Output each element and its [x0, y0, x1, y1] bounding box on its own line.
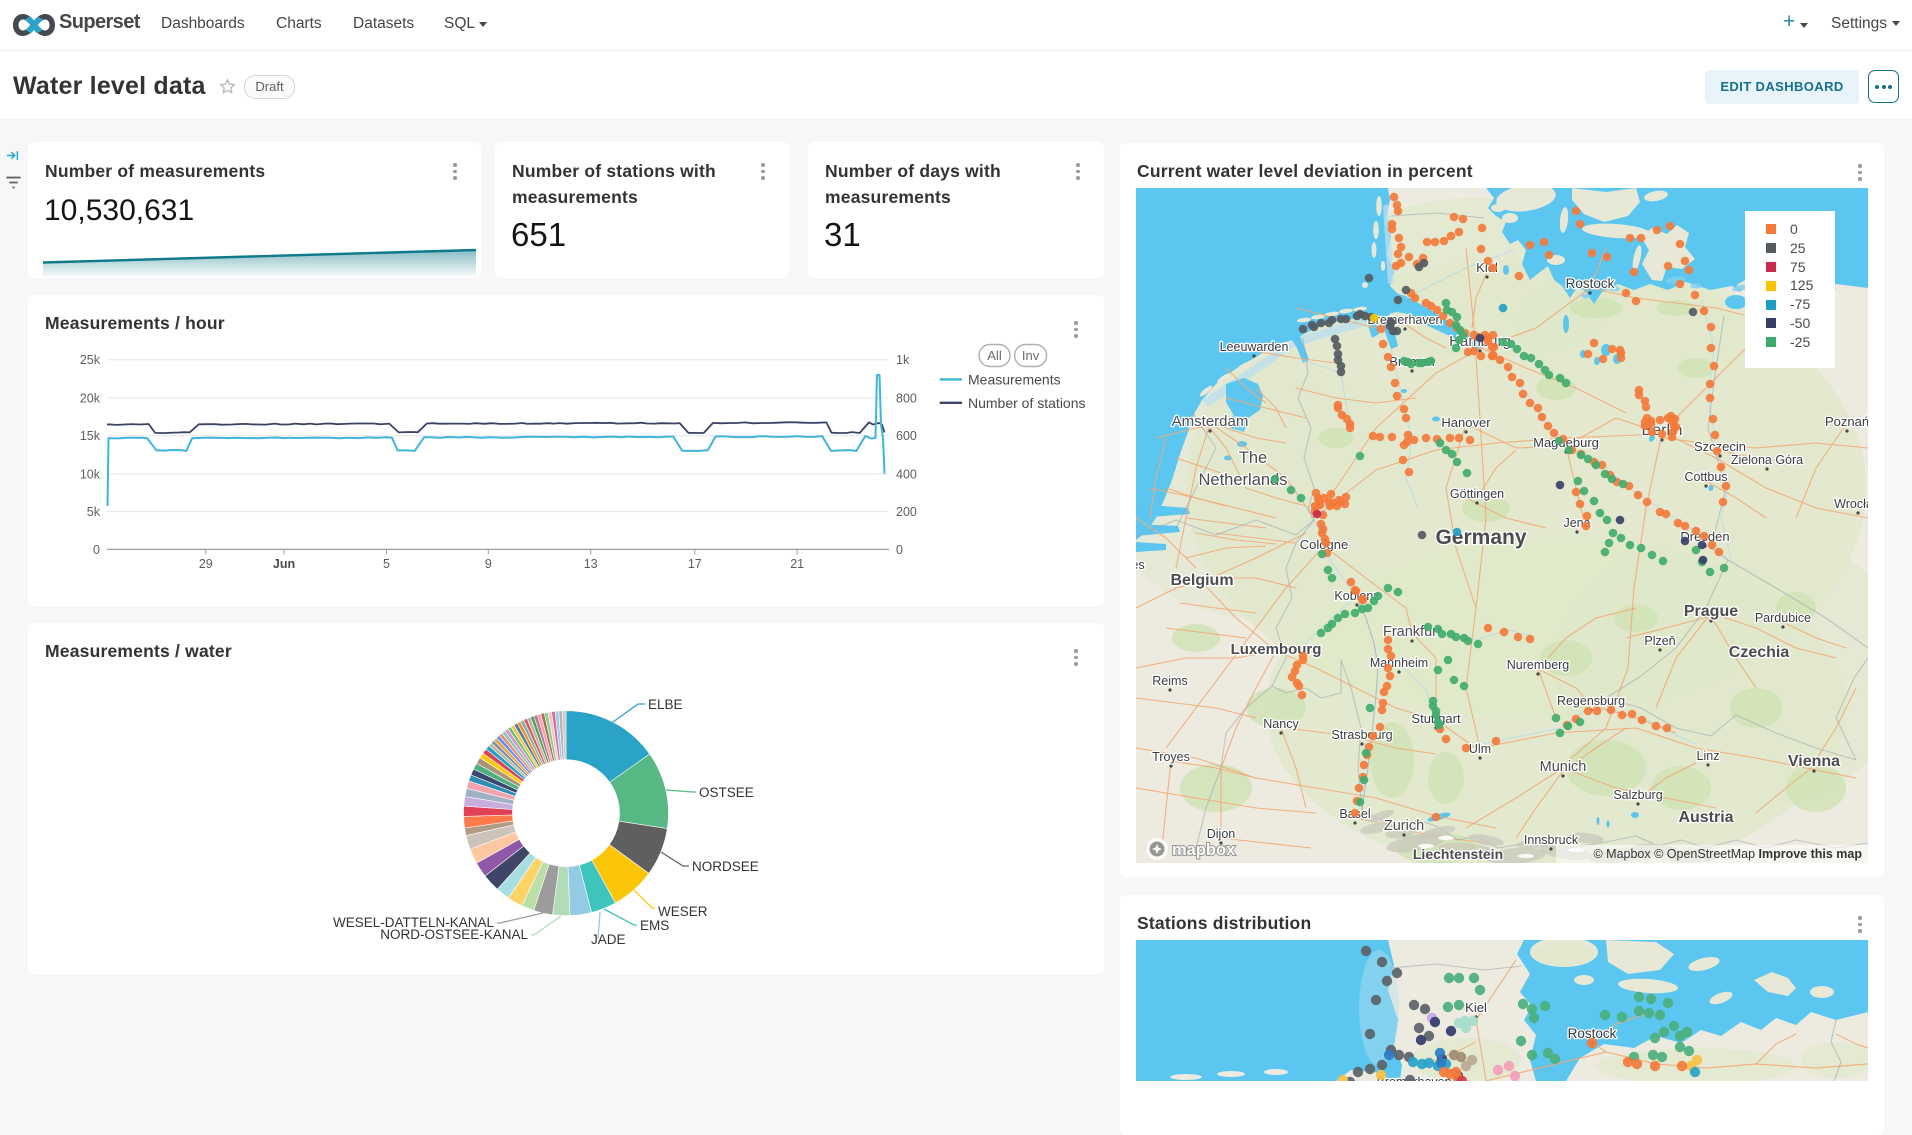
- svg-text:Amsterdam: Amsterdam: [1172, 413, 1249, 430]
- svg-text:NORD-OSTSEE-KANAL: NORD-OSTSEE-KANAL: [380, 927, 528, 942]
- svg-text:Jun: Jun: [273, 557, 295, 571]
- svg-text:Austria: Austria: [1678, 809, 1733, 826]
- svg-text:mapbox: mapbox: [1172, 841, 1236, 859]
- svg-text:1k: 1k: [896, 353, 910, 367]
- svg-text:20k: 20k: [80, 392, 101, 406]
- svg-text:ELBE: ELBE: [648, 697, 683, 712]
- svg-text:15k: 15k: [80, 429, 101, 443]
- svg-text:10k: 10k: [80, 468, 101, 482]
- svg-text:400: 400: [896, 468, 917, 482]
- svg-text:600: 600: [896, 429, 917, 443]
- svg-text:29: 29: [199, 557, 213, 571]
- svg-text:800: 800: [896, 392, 917, 406]
- svg-text:5k: 5k: [87, 505, 101, 519]
- svg-text:Prague: Prague: [1684, 603, 1738, 620]
- svg-text:75: 75: [1790, 259, 1806, 275]
- svg-text:Number of stations: Number of stations: [968, 395, 1086, 411]
- svg-text:-25: -25: [1790, 334, 1810, 350]
- svg-text:Wrocław: Wrocław: [1834, 497, 1868, 511]
- svg-text:9: 9: [485, 557, 492, 571]
- svg-text:Frankfurt: Frankfurt: [1383, 624, 1441, 640]
- svg-text:Reims: Reims: [1152, 674, 1187, 688]
- svg-text:13: 13: [584, 557, 598, 571]
- svg-text:es: es: [1136, 558, 1145, 572]
- svg-text:25k: 25k: [80, 353, 101, 367]
- svg-text:Strasbourg: Strasbourg: [1331, 728, 1392, 742]
- svg-text:Munich: Munich: [1540, 759, 1587, 775]
- svg-text:Szczecin: Szczecin: [1694, 439, 1746, 454]
- svg-text:Zielona Góra: Zielona Góra: [1731, 453, 1803, 467]
- svg-text:17: 17: [688, 557, 702, 571]
- svg-text:0: 0: [896, 543, 903, 557]
- svg-text:200: 200: [896, 505, 917, 519]
- svg-text:Nuremberg: Nuremberg: [1507, 658, 1570, 672]
- svg-text:0: 0: [1790, 221, 1798, 237]
- svg-text:5: 5: [383, 557, 390, 571]
- svg-text:Kiel: Kiel: [1465, 1000, 1487, 1015]
- svg-text:Belgium: Belgium: [1170, 572, 1233, 589]
- svg-text:Pardubice: Pardubice: [1755, 611, 1811, 625]
- svg-text:Zurich: Zurich: [1384, 818, 1424, 834]
- svg-text:OSTSEE: OSTSEE: [699, 785, 754, 800]
- svg-text:Koblenz: Koblenz: [1334, 589, 1379, 603]
- svg-text:Nancy: Nancy: [1263, 717, 1299, 731]
- svg-text:Plzeň: Plzeň: [1644, 634, 1675, 648]
- svg-text:125: 125: [1790, 277, 1814, 293]
- svg-text:Göttingen: Göttingen: [1450, 487, 1504, 501]
- svg-text:© Mapbox © OpenStreetMap Impro: © Mapbox © OpenStreetMap Improve this ma…: [1593, 847, 1862, 861]
- svg-text:Regensburg: Regensburg: [1557, 694, 1625, 708]
- svg-text:Bremerhaven: Bremerhaven: [1367, 313, 1442, 327]
- svg-text:Dijon: Dijon: [1207, 827, 1236, 841]
- svg-text:-50: -50: [1790, 315, 1810, 331]
- svg-text:Luxembourg: Luxembourg: [1231, 641, 1322, 658]
- svg-text:Ulm: Ulm: [1469, 742, 1491, 756]
- svg-text:WESEL-DATTELN-KANAL: WESEL-DATTELN-KANAL: [333, 915, 495, 930]
- svg-text:Leeuwarden: Leeuwarden: [1220, 340, 1289, 354]
- svg-text:Linz: Linz: [1697, 749, 1720, 763]
- svg-text:Measurements: Measurements: [968, 371, 1061, 387]
- svg-text:JADE: JADE: [591, 932, 626, 947]
- svg-text:Inv: Inv: [1022, 348, 1040, 363]
- svg-text:Mannheim: Mannheim: [1370, 656, 1428, 670]
- svg-text:Rostock: Rostock: [1568, 1026, 1617, 1041]
- svg-text:21: 21: [790, 557, 804, 571]
- svg-text:The: The: [1239, 449, 1267, 467]
- svg-text:Innsbruck: Innsbruck: [1524, 833, 1579, 847]
- svg-text:Troyes: Troyes: [1152, 750, 1190, 764]
- svg-text:Czechia: Czechia: [1729, 644, 1790, 661]
- svg-text:Magdeburg: Magdeburg: [1533, 435, 1599, 450]
- svg-text:Cottbus: Cottbus: [1684, 470, 1727, 484]
- svg-text:Rostock: Rostock: [1566, 276, 1615, 291]
- svg-text:EMS: EMS: [640, 918, 669, 933]
- svg-text:-75: -75: [1790, 296, 1810, 312]
- svg-text:All: All: [987, 348, 1002, 363]
- svg-text:Poznań: Poznań: [1825, 414, 1868, 429]
- svg-text:NORDSEE: NORDSEE: [692, 859, 759, 874]
- svg-text:25: 25: [1790, 240, 1806, 256]
- svg-text:0: 0: [93, 543, 100, 557]
- svg-text:Netherlands: Netherlands: [1199, 471, 1288, 489]
- svg-text:Hanover: Hanover: [1441, 415, 1491, 430]
- svg-text:Liechtenstein: Liechtenstein: [1413, 846, 1503, 862]
- svg-text:Salzburg: Salzburg: [1613, 788, 1662, 802]
- svg-text:WESER: WESER: [658, 904, 708, 919]
- svg-text:Germany: Germany: [1435, 526, 1526, 549]
- svg-text:Vienna: Vienna: [1788, 753, 1840, 770]
